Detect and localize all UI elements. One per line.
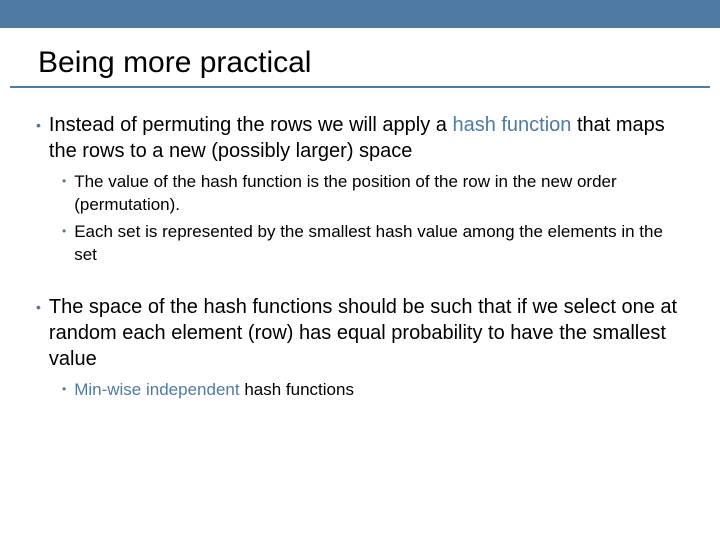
bullet-level-1: • The space of the hash functions should … (36, 294, 684, 372)
bullet-dot-icon: • (36, 294, 41, 320)
slide-body: • Instead of permuting the rows we will a… (0, 88, 720, 401)
bullet-text: The space of the hash functions should b… (49, 294, 684, 372)
bullet-dot-icon: • (62, 378, 66, 401)
bullet-level-2: • Each set is represented by the smallest… (62, 220, 684, 266)
title-container: Being more practical (10, 28, 710, 88)
bullet-text: The value of the hash function is the po… (74, 170, 684, 216)
bullet-text: Instead of permuting the rows we will ap… (49, 112, 684, 164)
body-text: Each set is represented by the smallest … (74, 222, 663, 264)
body-text: The value of the hash function is the po… (74, 172, 616, 214)
bullet-level-2: • The value of the hash function is the p… (62, 170, 684, 216)
bullet-text: Each set is represented by the smallest … (74, 220, 684, 266)
body-text: Instead of permuting the rows we will ap… (49, 114, 453, 136)
bullet-dot-icon: • (36, 112, 41, 138)
accent-text: Min-wise independent (74, 380, 244, 399)
bullet-level-2: • Min-wise independent hash functions (62, 378, 684, 401)
slide-title: Being more practical (38, 46, 682, 80)
sub-bullet-list: • The value of the hash function is the p… (36, 170, 684, 266)
bullet-dot-icon: • (62, 170, 66, 193)
body-text: The space of the hash functions should b… (49, 296, 677, 370)
bullet-level-1: • Instead of permuting the rows we will a… (36, 112, 684, 164)
bullet-text: Min-wise independent hash functions (74, 378, 354, 401)
bullet-dot-icon: • (62, 220, 66, 243)
body-text: hash functions (244, 380, 354, 399)
sub-bullet-list: • Min-wise independent hash functions (36, 378, 684, 401)
top-accent-bar (0, 0, 720, 28)
accent-text: hash function (452, 114, 577, 136)
